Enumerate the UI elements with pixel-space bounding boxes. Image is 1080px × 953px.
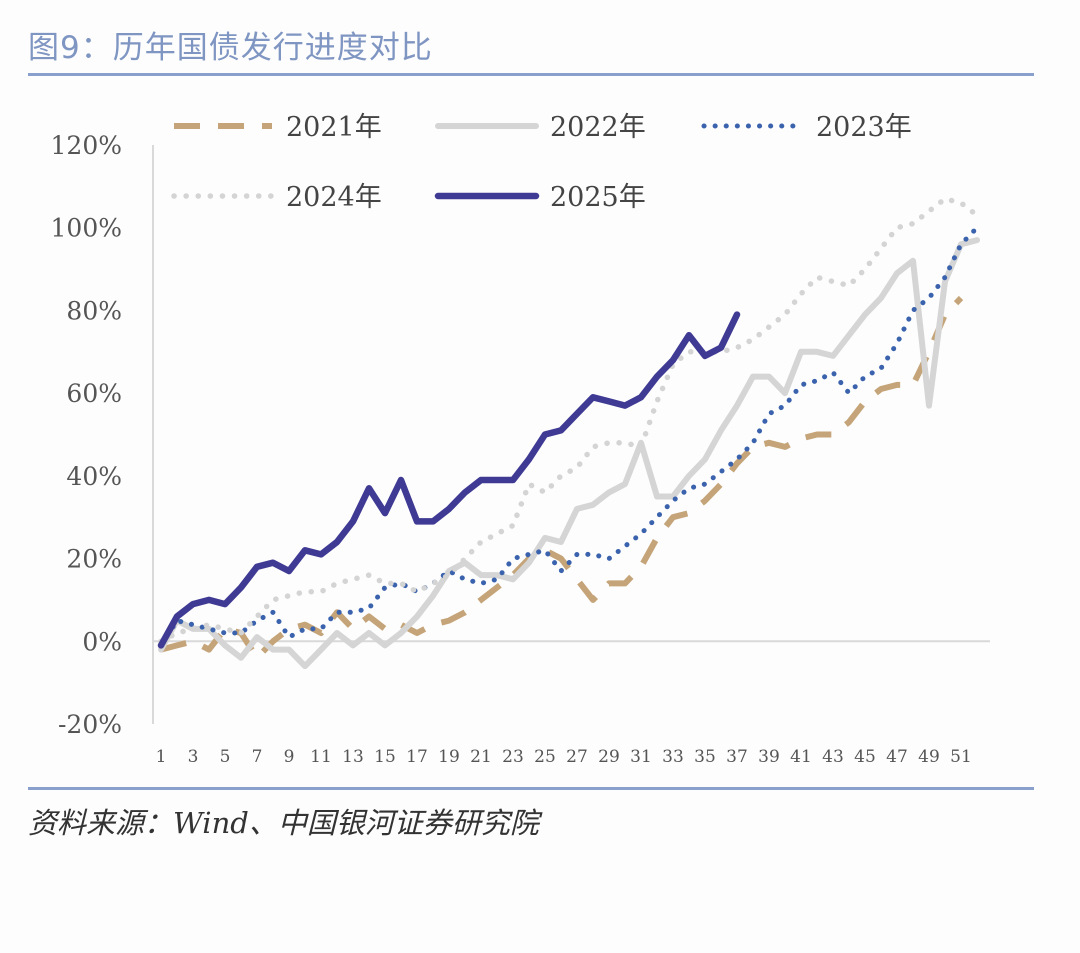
x-tick-label: 37: [726, 747, 748, 767]
source-divider: [28, 787, 1034, 790]
y-tick-label: 60%: [66, 379, 122, 408]
source-note: 资料来源：Wind、中国银河证券研究院: [28, 806, 539, 840]
x-tick-label: 3: [188, 747, 199, 767]
series-line-2024: [158, 196, 980, 645]
chart-series: [157, 196, 980, 670]
x-tick-label: 17: [406, 747, 428, 767]
x-tick-label: 35: [694, 747, 716, 767]
y-tick-label: 80%: [66, 296, 122, 325]
legend-label-2021: 2021年: [286, 112, 382, 143]
y-tick-label: 100%: [51, 214, 122, 243]
x-tick-label: 39: [758, 747, 780, 767]
x-tick-label: 41: [790, 747, 812, 767]
series-line-2023: [158, 225, 980, 648]
x-tick-label: 21: [470, 747, 492, 767]
series-line-2021: [160, 295, 964, 661]
chart-axes: -20%0%20%40%60%80%100%120%1 3 5 7 9 11 13 15 17 1…: [51, 131, 990, 767]
x-tick-label: 7: [252, 747, 263, 767]
legend-label-2022: 2022年: [550, 112, 646, 143]
y-tick-label: 20%: [66, 545, 122, 574]
x-tick-label: 45: [854, 747, 876, 767]
y-tick-label: -20%: [58, 710, 122, 739]
series-line-2022: [158, 237, 980, 670]
x-tick-label: 31: [630, 747, 652, 767]
chart-legend: 2021年 2022年 2023年 2024年 2025年: [171, 112, 912, 213]
y-tick-label: 40%: [66, 462, 122, 491]
x-tick-label: 27: [566, 747, 588, 767]
chart-title: 图9：历年国债发行进度对比: [28, 30, 433, 66]
x-tick-label: 25: [534, 747, 556, 767]
x-tick-label: 33: [662, 747, 684, 767]
x-tick-label: 11: [310, 747, 332, 767]
y-tick-label: 120%: [51, 131, 122, 160]
x-tick-label: 49: [918, 747, 940, 767]
x-tick-label: 29: [598, 747, 620, 767]
x-tick-label: 47: [886, 747, 908, 767]
x-tick-label: 51: [950, 747, 972, 767]
x-tick-label: 9: [284, 747, 295, 767]
x-tick-label: 1: [156, 747, 167, 767]
series-line-2025: [157, 311, 741, 649]
x-tick-label: 23: [502, 747, 524, 767]
y-tick-label: 0%: [82, 627, 122, 656]
x-tick-label: 5: [220, 747, 231, 767]
legend-label-2024: 2024年: [286, 182, 382, 213]
legend-label-2025: 2025年: [550, 182, 646, 213]
x-tick-label: 19: [438, 747, 460, 767]
x-tick-label: 13: [342, 747, 364, 767]
x-tick-label: 43: [822, 747, 844, 767]
title-divider: [28, 73, 1034, 76]
x-tick-label: 15: [374, 747, 396, 767]
legend-label-2023: 2023年: [816, 112, 912, 143]
